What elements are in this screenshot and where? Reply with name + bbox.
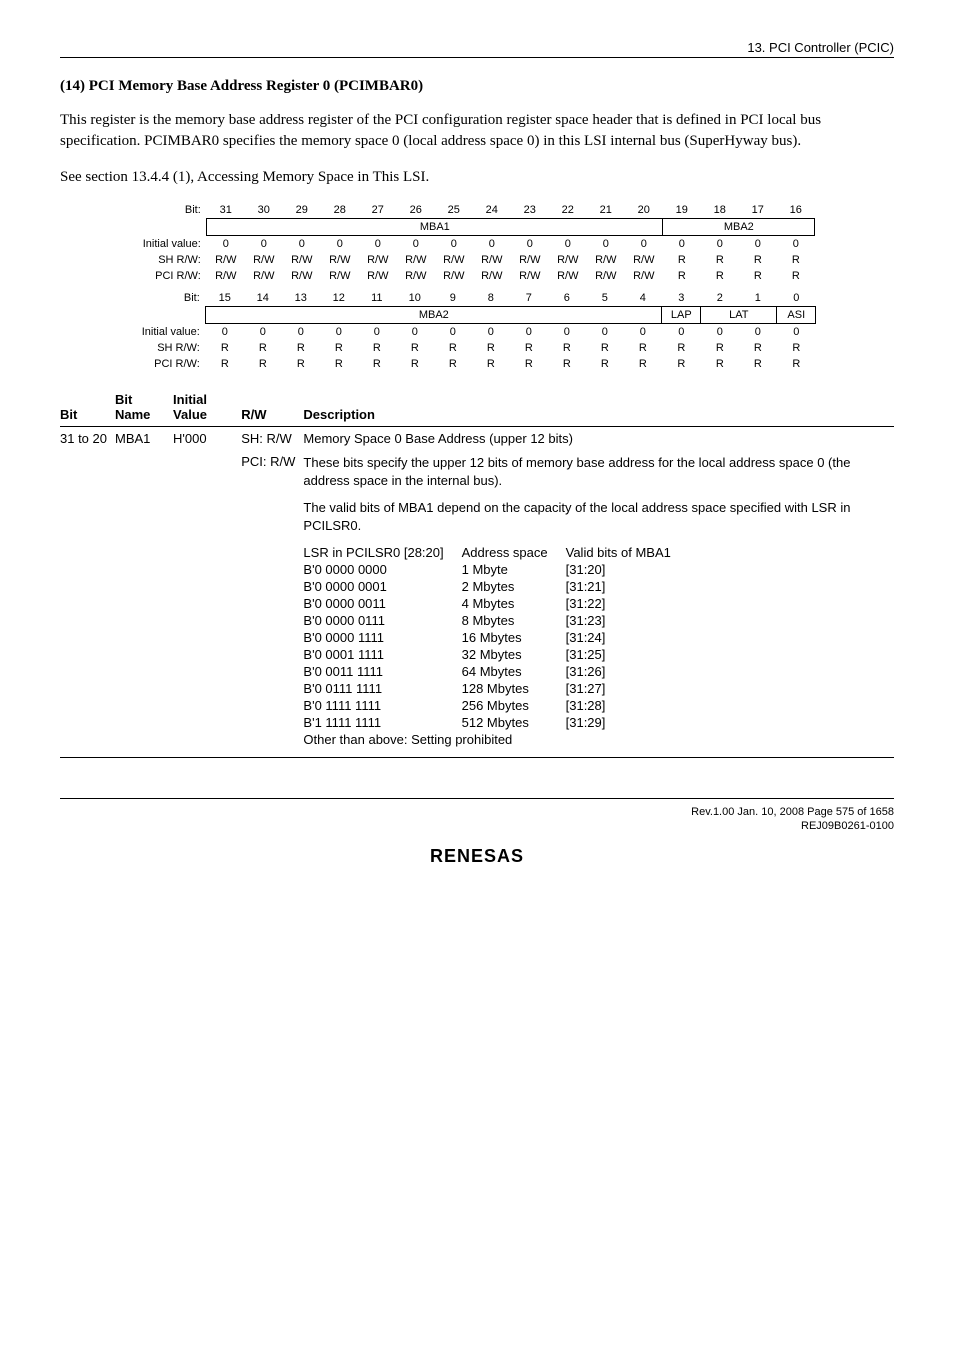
cell-desc-body: These bits specify the upper 12 bits of …	[303, 450, 894, 752]
col-bit: Bit	[60, 388, 115, 427]
desc-para1: These bits specify the upper 12 bits of …	[303, 454, 886, 489]
pci-rw-row: PCI R/W: R/WR/WR/WR/W R/WR/WR/WR/W R/WR/…	[139, 268, 815, 284]
field-row: MBA1 MBA2	[139, 219, 815, 236]
col-name: Bit Name	[115, 388, 173, 427]
table-row: 31 to 20 MBA1 H'000 SH: R/W Memory Space…	[60, 427, 894, 451]
lsr-h2: Address space	[462, 544, 566, 561]
initial-row: Initial value: 0000 0000 0000 0000	[139, 236, 815, 253]
lsr-footer: Other than above: Setting prohibited	[303, 731, 688, 748]
initial-row: Initial value: 0000 0000 0000 0000	[138, 324, 816, 341]
chapter-label: 13. PCI Controller (PCIC)	[747, 40, 894, 55]
cell-rw2: PCI: R/W	[241, 450, 303, 752]
section-title: (14) PCI Memory Base Address Register 0 …	[60, 78, 894, 95]
lsr-h1: LSR in PCILSR0 [28:20]	[303, 544, 461, 561]
field-lat: LAT	[701, 307, 777, 324]
col-desc: Description	[303, 388, 894, 427]
cell-initial: H'000	[173, 427, 241, 451]
lsr-h3: Valid bits of MBA1	[566, 544, 689, 561]
bit-row: Bit: 15141312 111098 7654 3210	[138, 290, 816, 307]
register-table-lower: Bit: 15141312 111098 7654 3210 MBA2 LAP …	[138, 290, 817, 372]
bit-label: Bit:	[139, 202, 207, 219]
footer-line2: REJ09B0261-0100	[60, 819, 894, 833]
col-initial: Initial Value	[173, 388, 241, 427]
field-lap: LAP	[662, 307, 701, 324]
cell-bit: 31 to 20	[60, 427, 115, 451]
section-para-2: See section 13.4.4 (1), Accessing Memory…	[60, 167, 894, 188]
col-rw: R/W	[241, 388, 303, 427]
sh-rw-row: SH R/W: R/WR/WR/WR/W R/WR/WR/WR/W R/WR/W…	[139, 252, 815, 268]
section-para-1: This register is the memory base address…	[60, 110, 894, 152]
field-mba2: MBA2	[663, 219, 815, 236]
renesas-logo: RENESAS	[60, 846, 894, 867]
pci-rw-row: PCI R/W: RRRR RRRR RRRR RRRR	[138, 356, 816, 372]
table-row: PCI: R/W These bits specify the upper 12…	[60, 450, 894, 752]
desc-para2: The valid bits of MBA1 depend on the cap…	[303, 499, 886, 534]
register-table-upper: Bit: 31302928 27262524 23222120 19181716…	[139, 202, 816, 284]
table-bottom-rule	[60, 756, 894, 758]
bit-label: Bit:	[138, 290, 206, 307]
field-row: MBA2 LAP LAT ASI	[138, 307, 816, 324]
cell-rw1: SH: R/W	[241, 427, 303, 451]
sh-rw-row: SH R/W: RRRR RRRR RRRR RRRR	[138, 340, 816, 356]
field-mba1: MBA1	[207, 219, 663, 236]
page-footer: Rev.1.00 Jan. 10, 2008 Page 575 of 1658 …	[60, 798, 894, 834]
cell-desc1: Memory Space 0 Base Address (upper 12 bi…	[303, 427, 894, 451]
bit-row: Bit: 31302928 27262524 23222120 19181716	[139, 202, 815, 219]
field-mba2: MBA2	[206, 307, 662, 324]
description-table: Bit Bit Name Initial Value R/W Descripti…	[60, 388, 894, 752]
footer-line1: Rev.1.00 Jan. 10, 2008 Page 575 of 1658	[60, 805, 894, 819]
cell-name: MBA1	[115, 427, 173, 451]
page-header: 13. PCI Controller (PCIC)	[60, 40, 894, 58]
field-asi: ASI	[777, 307, 816, 324]
lsr-table: LSR in PCILSR0 [28:20] Address space Val…	[303, 544, 688, 748]
